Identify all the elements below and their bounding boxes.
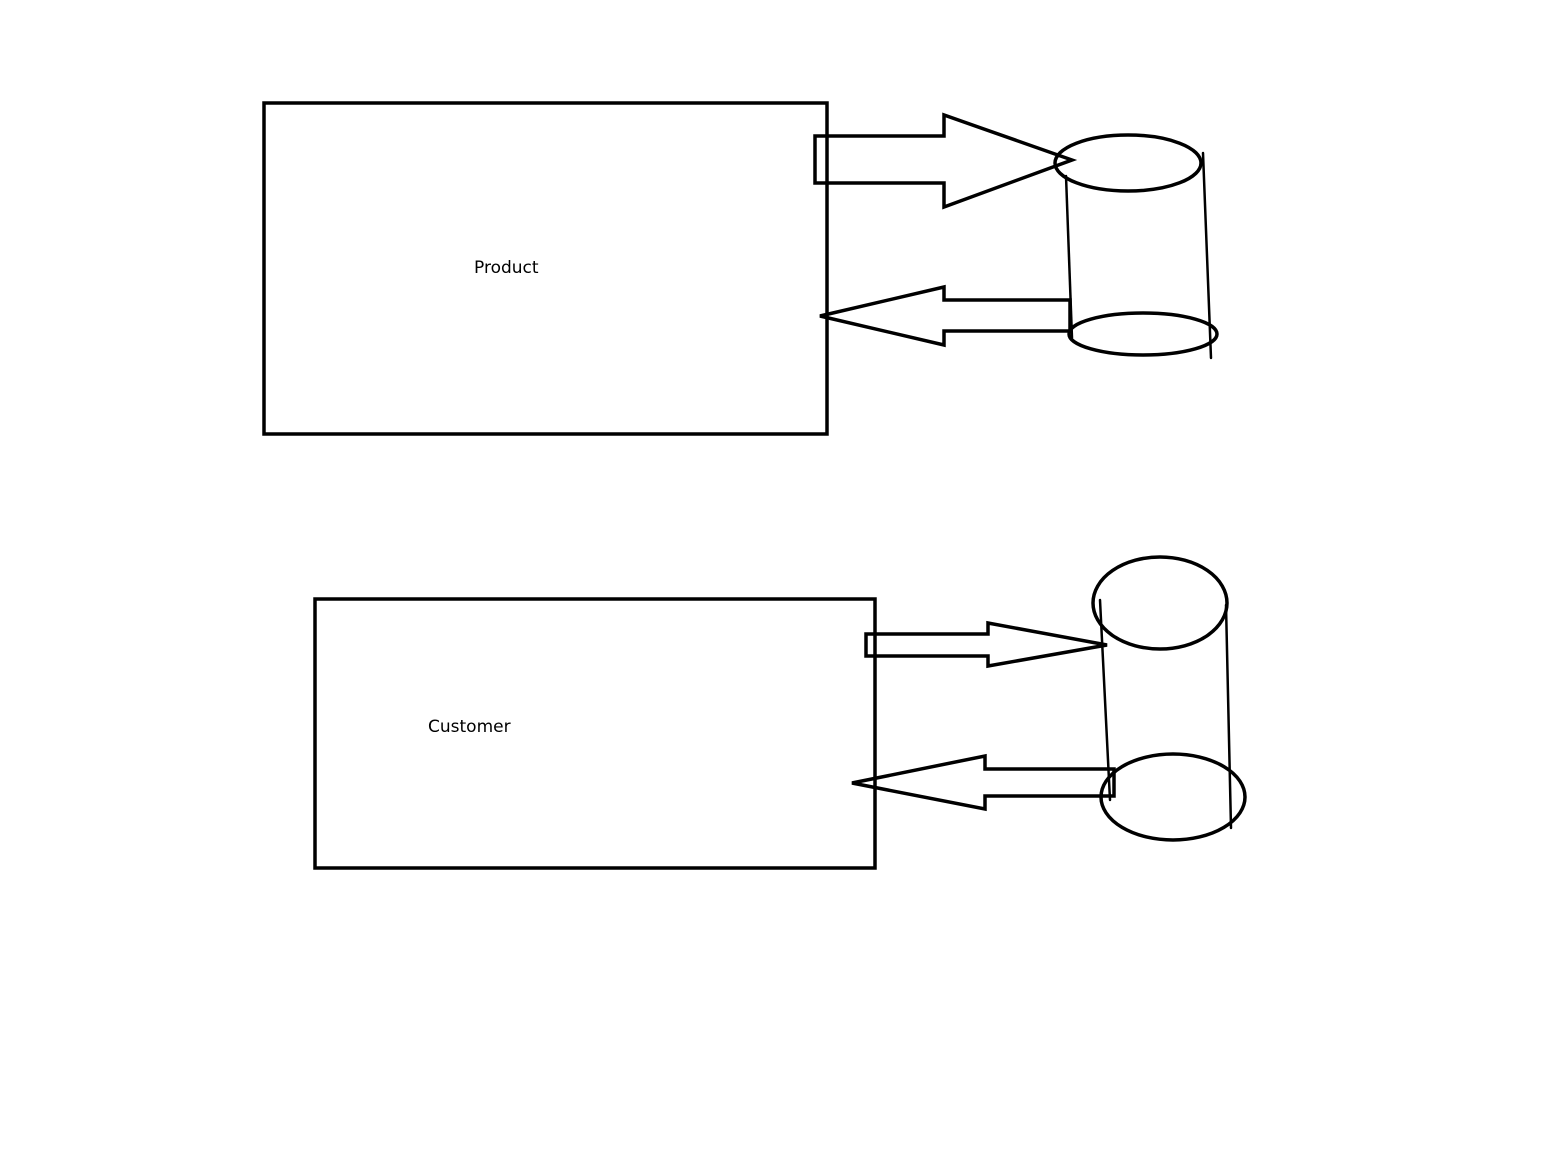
- product-box[interactable]: [262, 101, 829, 436]
- product-group: Product: [262, 101, 1219, 436]
- product-read-arrow: [819, 284, 1072, 348]
- product-write-arrow: [813, 112, 1078, 210]
- product-label: Product: [474, 258, 539, 278]
- customer-write-arrow: [864, 620, 1108, 669]
- product-database-icon: [1053, 133, 1219, 360]
- customer-database-icon: [1091, 555, 1247, 842]
- customer-group: Customer: [313, 555, 1247, 870]
- customer-box[interactable]: [313, 597, 877, 870]
- customer-label: Customer: [428, 717, 511, 737]
- customer-read-arrow: [851, 753, 1116, 812]
